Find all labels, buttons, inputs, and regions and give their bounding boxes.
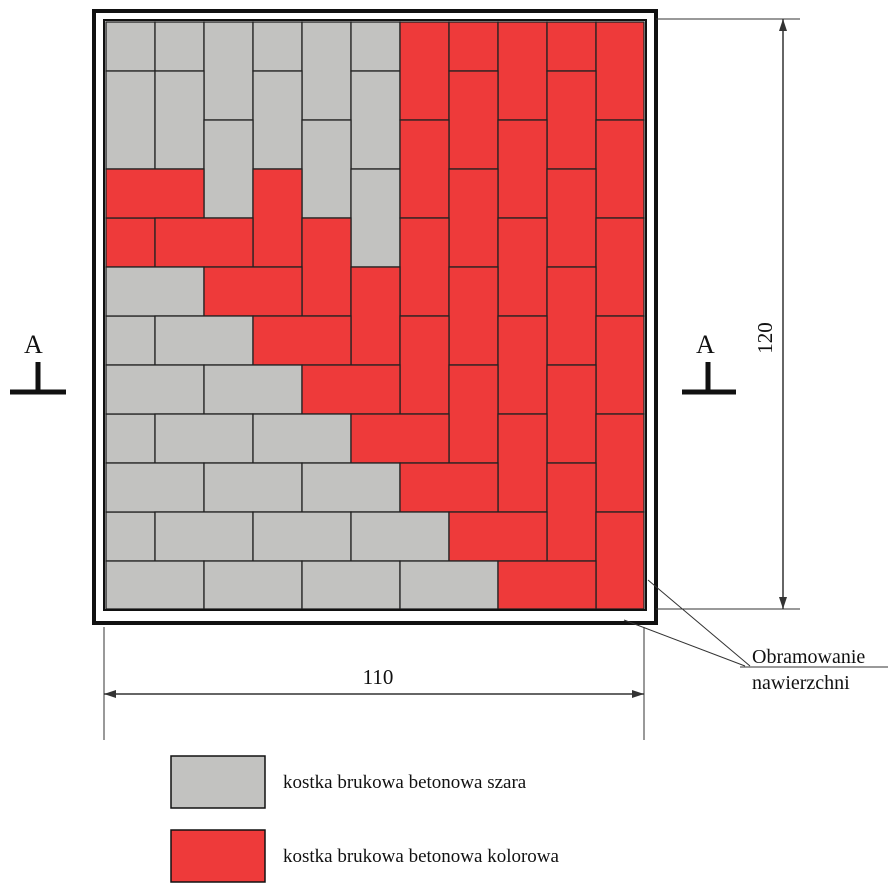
paver-red: [203, 266, 303, 317]
paver-red: [497, 413, 548, 513]
paver-gray: [399, 560, 499, 610]
paver-red: [252, 168, 303, 268]
paver-red: [105, 168, 205, 219]
paver-red: [448, 364, 499, 464]
leader-line-lower: [623, 619, 746, 667]
paver-gray: [154, 21, 205, 72]
paver-gray: [105, 70, 156, 170]
paver-gray: [105, 511, 156, 562]
legend-label-red: kostka brukowa betonowa kolorowa: [283, 846, 560, 867]
width-dimension: 110: [103, 627, 645, 740]
arrowhead-right: [632, 690, 644, 698]
paver-gray: [350, 70, 401, 170]
paver-gray: [203, 119, 254, 219]
leader-line-upper: [647, 579, 751, 667]
paver-red: [546, 168, 597, 268]
paver-gray: [203, 560, 303, 610]
paver-red: [595, 413, 645, 513]
paver-red: [546, 364, 597, 464]
paver-gray: [301, 462, 401, 513]
paver-gray: [252, 21, 303, 72]
paver-red: [399, 21, 450, 121]
legend-swatch-gray: [170, 755, 266, 809]
paver-gray: [105, 413, 156, 464]
paver-red: [595, 511, 645, 610]
paver-red: [595, 217, 645, 317]
paver-red: [448, 511, 548, 562]
paver-red: [399, 315, 450, 415]
border-callout: Obramowanie nawierzchni: [623, 579, 888, 694]
paver-gray: [105, 462, 205, 513]
paver-field: [105, 21, 645, 610]
width-dimension-value: 110: [363, 665, 394, 689]
paver-gray: [203, 462, 303, 513]
paver-red: [252, 315, 352, 366]
paver-red: [595, 315, 645, 415]
paver-gray: [301, 560, 401, 610]
paver-red: [546, 70, 597, 170]
paver-gray: [105, 315, 156, 366]
paver-red: [448, 266, 499, 366]
paver-gray: [252, 511, 352, 562]
paver-red: [301, 364, 401, 415]
frame-outer: [92, 9, 658, 625]
section-marker-right: A: [682, 330, 736, 395]
paver-gray: [105, 364, 205, 415]
paver-gray: [301, 119, 352, 219]
paver-gray: [154, 413, 254, 464]
paver-red: [399, 462, 499, 513]
paver-red: [301, 217, 352, 317]
paver-gray: [301, 21, 352, 121]
paver-red: [399, 119, 450, 219]
paver-red: [595, 21, 645, 121]
paver-red: [350, 413, 450, 464]
paver-gray: [350, 21, 401, 72]
height-dimension-value: 120: [753, 322, 777, 354]
legend: kostka brukowa betonowa szara kostka bru…: [170, 755, 560, 883]
paver-gray: [203, 21, 254, 121]
paver-red: [154, 217, 254, 268]
paver-gray: [154, 511, 254, 562]
arrowhead-bottom: [779, 597, 787, 609]
legend-label-gray: kostka brukowa betonowa szara: [283, 772, 527, 793]
paver-gray: [105, 21, 156, 72]
paver-red: [399, 217, 450, 317]
paver-red: [350, 266, 401, 366]
paver-gray: [154, 315, 254, 366]
legend-swatch-red: [170, 829, 266, 883]
paver-red: [448, 21, 499, 72]
pavement-border-frame: [92, 9, 658, 625]
callout-text-line2: nawierzchni: [752, 672, 850, 694]
arrowhead-top: [779, 19, 787, 31]
paver-gray: [350, 511, 450, 562]
paver-red: [497, 560, 597, 610]
section-letter-right: A: [696, 330, 715, 359]
callout-text-line1: Obramowanie: [752, 646, 865, 668]
paver-gray: [154, 70, 205, 170]
paver-gray: [203, 364, 303, 415]
height-dimension: 120: [656, 18, 800, 610]
paver-red: [448, 70, 499, 170]
section-marker-left: A: [10, 330, 66, 395]
paver-red: [546, 21, 597, 72]
paver-gray: [252, 413, 352, 464]
paver-red: [497, 217, 548, 317]
paver-red: [448, 168, 499, 268]
section-letter-left: A: [24, 330, 43, 359]
paver-red: [497, 119, 548, 219]
paver-red: [595, 119, 645, 219]
paver-gray: [105, 560, 205, 610]
paver-red: [497, 21, 548, 121]
paver-gray: [105, 266, 205, 317]
paver-red: [497, 315, 548, 415]
frame-inner: [103, 19, 647, 611]
paver-red: [546, 266, 597, 366]
paver-red: [546, 462, 597, 562]
paver-gray: [350, 168, 401, 268]
paver-red: [105, 217, 156, 268]
arrowhead-left: [104, 690, 116, 698]
paver-gray: [252, 70, 303, 170]
